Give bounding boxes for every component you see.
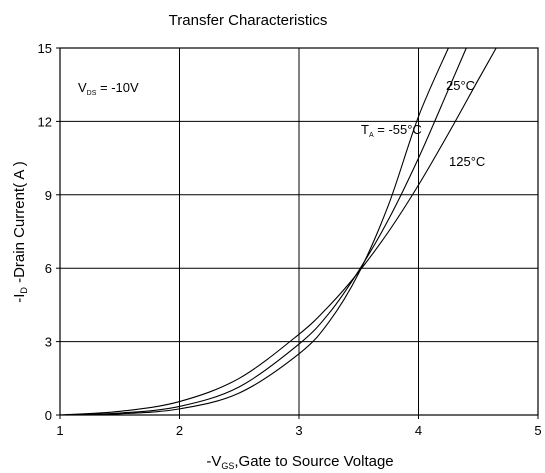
x-axis-label: -VGS,Gate to Source Voltage bbox=[206, 453, 393, 471]
y-tick-label-3: 3 bbox=[45, 335, 52, 350]
curves bbox=[59, 47, 497, 416]
grid-lines bbox=[56, 47, 539, 419]
y-tick-label-9: 9 bbox=[45, 188, 52, 203]
curve-label-125c: 125°C bbox=[449, 154, 485, 169]
x-tick-label-1: 1 bbox=[56, 423, 63, 438]
x-tick-label-5: 5 bbox=[534, 423, 541, 438]
chart-title: Transfer Characteristics bbox=[169, 12, 328, 29]
y-axis-label: -ID -Drain Current( A ) bbox=[11, 161, 29, 303]
plot-frame bbox=[59, 47, 539, 416]
y-tick-label-6: 6 bbox=[45, 261, 52, 276]
curve-ta-minus-55c bbox=[59, 47, 449, 416]
curve-label-25c: 25°C bbox=[446, 78, 475, 93]
curve-125c bbox=[59, 47, 497, 416]
curve-label-ta-minus-55c: TA = -55°C bbox=[361, 122, 422, 139]
x-tick-label-2: 2 bbox=[176, 423, 183, 438]
curve-labels: TA = -55°C 25°C 125°C bbox=[361, 78, 485, 169]
y-tick-label-15: 15 bbox=[38, 41, 52, 56]
curve-25c bbox=[59, 47, 467, 416]
y-tick-label-0: 0 bbox=[45, 408, 52, 423]
x-tick-label-4: 4 bbox=[415, 423, 422, 438]
vds-condition-label: VDS = -10V bbox=[78, 80, 139, 97]
x-tick-label-3: 3 bbox=[295, 423, 302, 438]
y-tick-label-12: 12 bbox=[38, 114, 52, 129]
